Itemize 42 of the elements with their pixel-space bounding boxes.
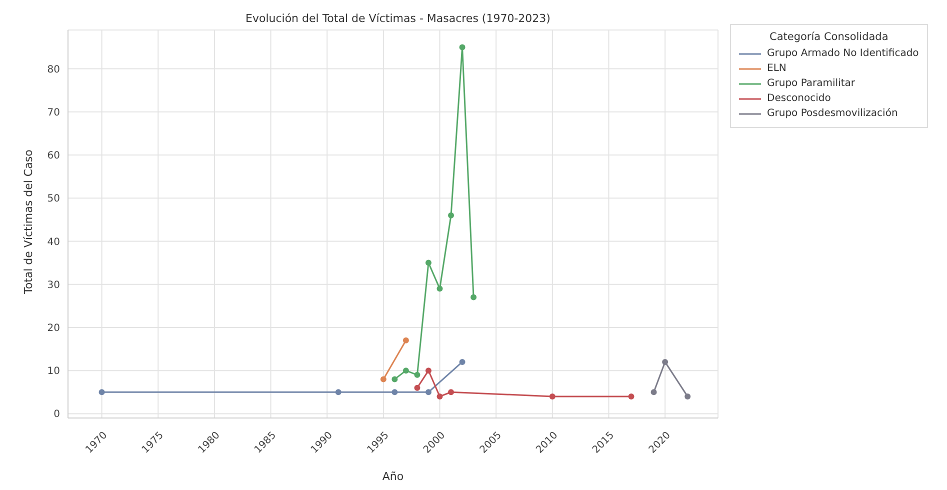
point [436,286,443,292]
point [425,260,432,266]
point [414,372,420,378]
point [459,358,466,365]
y-tick-label: 10 [47,366,60,378]
point [650,389,657,396]
point [448,389,454,396]
point [425,389,432,396]
legend-label: ELN [767,62,786,76]
legend-label: Grupo Armado No Identificado [767,47,919,61]
point [662,358,668,365]
point [549,393,556,400]
point [436,393,443,400]
point [448,212,454,218]
legend-label: Grupo Posdesmovilización [767,107,898,121]
legend-title: Categoría Consolidada [768,31,890,43]
chart-title: Evolución del Total de Víctimas - Masacres (1970-2023) [244,12,552,25]
y-tick-label: 50 [47,194,60,205]
y-tick-label: 60 [47,150,60,162]
point [459,44,466,50]
point [335,389,342,396]
point [425,368,432,374]
y-axis-title: Total de Víctimas del Caso [22,149,35,295]
x-axis-title: Año [382,470,404,483]
y-tick-label: 20 [47,323,60,334]
point [402,337,409,344]
point [684,393,691,400]
point [98,389,105,396]
point [628,393,634,400]
point [470,294,477,300]
point [380,376,386,382]
y-tick-label: 0 [54,409,60,420]
point [392,376,398,382]
point [414,384,420,391]
y-tick-label: 80 [47,64,60,76]
point [402,368,409,374]
legend-label: Desconocido [767,92,831,106]
y-tick-label: 70 [47,107,60,118]
y-tick-label: 40 [47,236,60,248]
point [392,389,398,396]
legend-label: Grupo Paramilitar [767,77,856,91]
y-tick-label: 30 [47,280,60,291]
